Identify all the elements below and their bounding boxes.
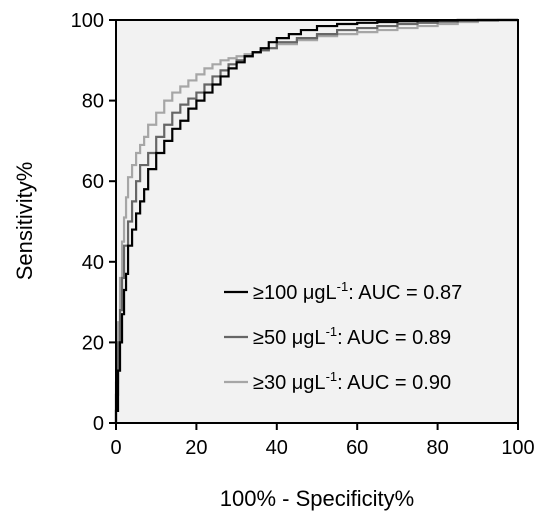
x-tick-label: 0 [110,437,121,459]
x-tick-label: 40 [266,437,288,459]
y-tick-label: 80 [82,91,104,113]
x-tick-label: 100 [501,437,534,459]
y-tick-label: 40 [82,252,104,274]
y-axis-title: Sensitivity% [12,162,37,281]
roc-curve-3 [114,18,518,423]
x-tick-label: 20 [185,437,207,459]
series-layer [114,18,518,423]
axes-layer: 0 20 40 60 80 100 0 20 40 60 80 100 [71,10,535,459]
roc-curve-2 [114,18,518,423]
y-tick-label: 100 [71,10,104,32]
x-axis-title: 100% - Specificity% [220,486,414,511]
plot-background [116,20,518,423]
legend: ≥100 μgL-1: AUC = 0.87 ≥50 μgL-1: AUC = 0… [224,279,462,394]
x-tick-label: 80 [426,437,448,459]
y-tick-label: 60 [82,171,104,193]
x-tick-label: 60 [346,437,368,459]
plot-frame [115,19,519,424]
legend-label-3: ≥30 μgL-1: AUC = 0.90 [253,369,451,394]
y-tick-label: 20 [82,332,104,354]
legend-label-2: ≥50 μgL-1: AUC = 0.89 [253,324,451,349]
y-tick-label: 0 [93,413,104,435]
roc-curve-1 [114,18,518,423]
legend-label-1: ≥100 μgL-1: AUC = 0.87 [253,279,462,304]
